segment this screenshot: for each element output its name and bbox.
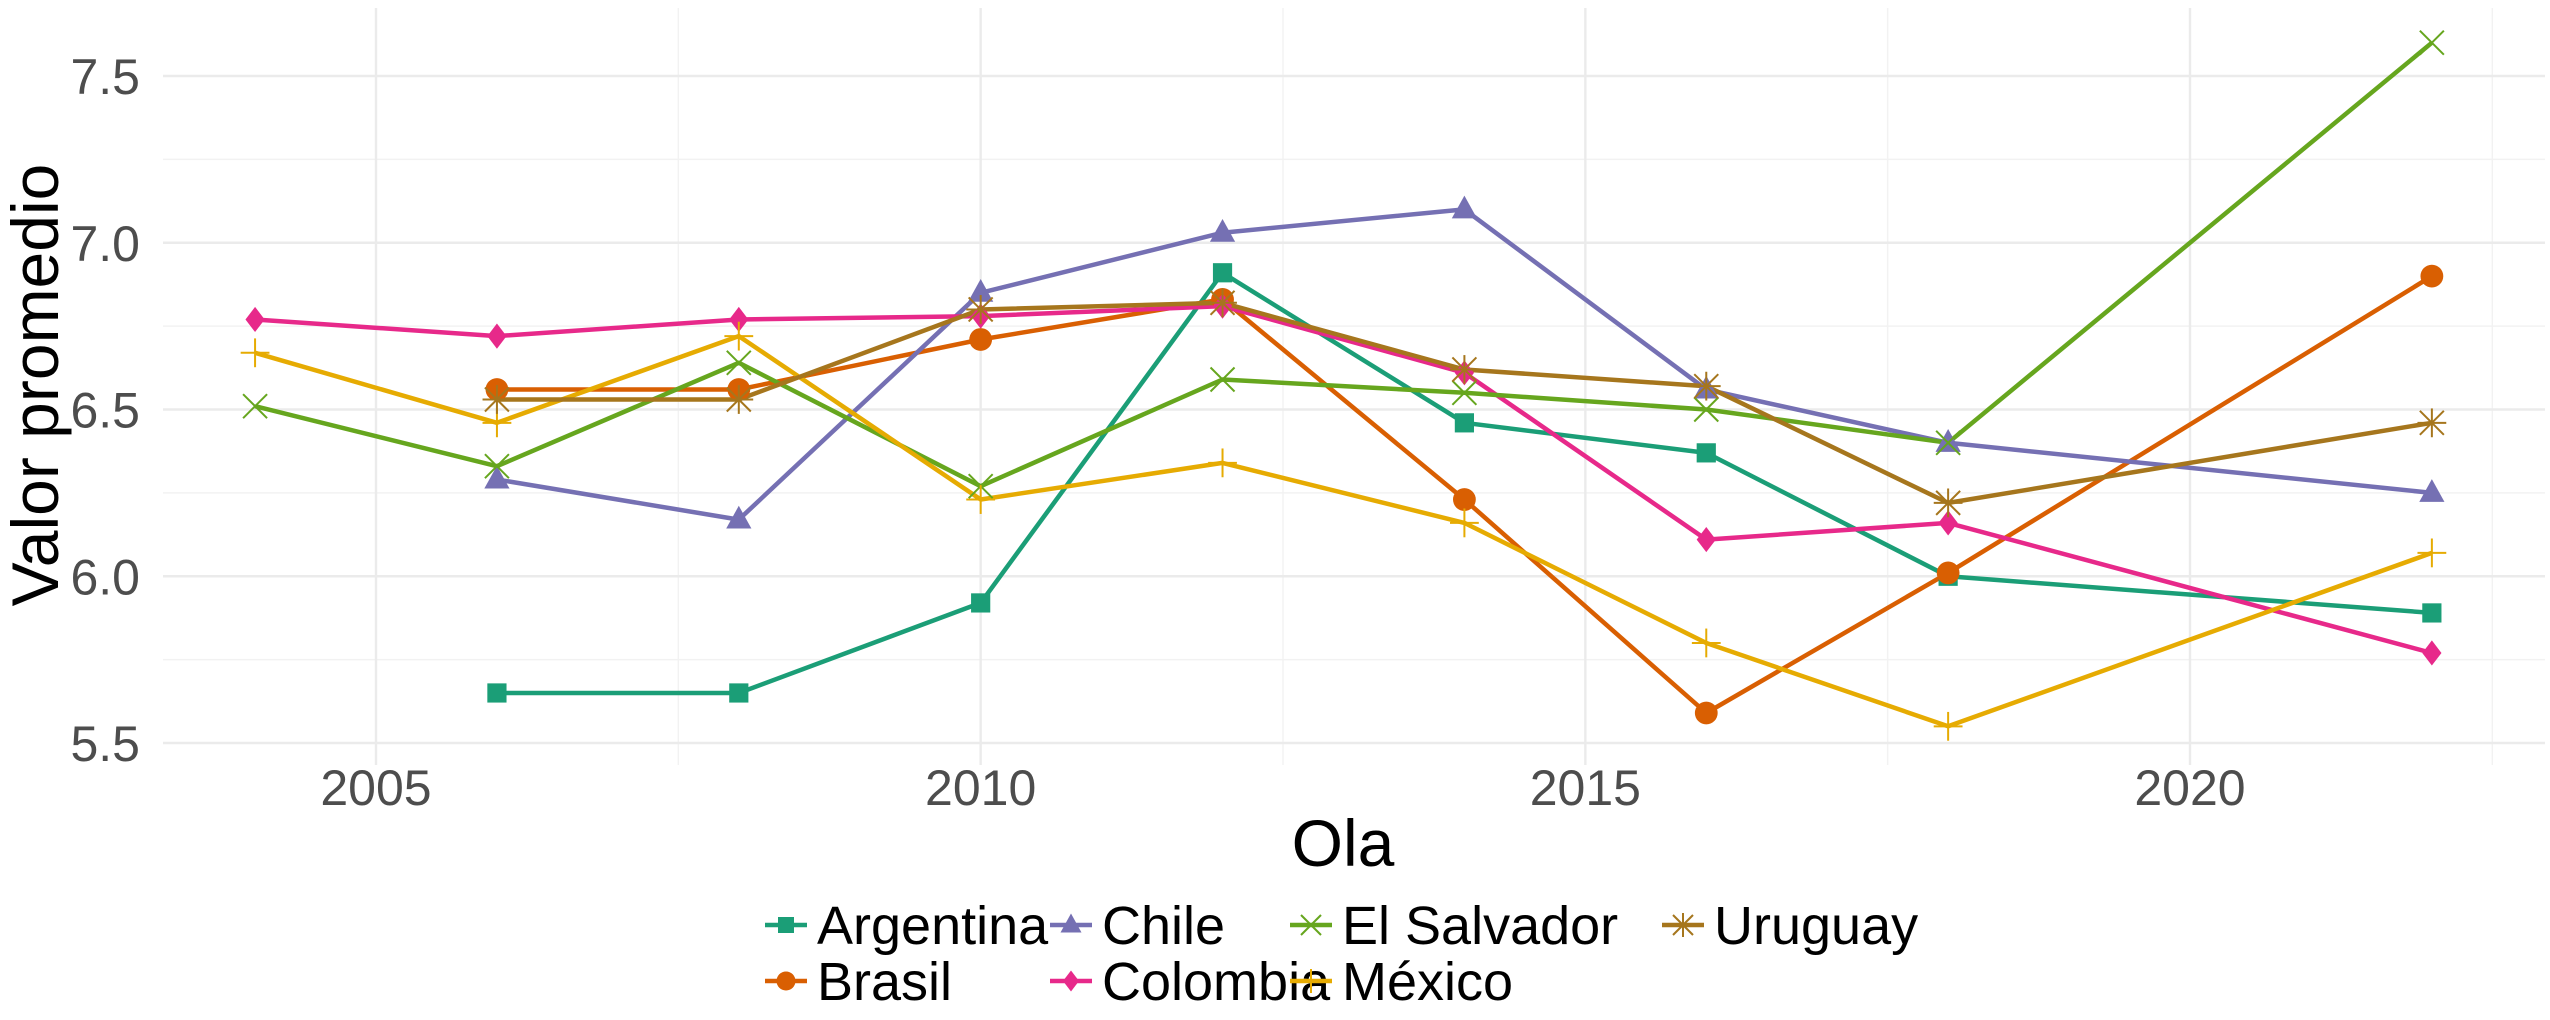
legend-item-mexico: México: [1290, 952, 1513, 1012]
data-point-brasil: [1936, 561, 1960, 585]
legend-item-el-salvador: El Salvador: [1290, 896, 1618, 956]
data-point-el-salvador: [1209, 366, 1236, 393]
data-point-brasil: [1694, 701, 1718, 725]
series-points-mexico: [240, 321, 2447, 741]
data-point-colombia: [1938, 510, 1958, 536]
data-point-argentina: [971, 593, 991, 613]
legend-item-colombia: Colombia: [1050, 952, 1331, 1012]
legend-item-chile: Chile: [1050, 896, 1225, 956]
legend-key-marker-mexico: [1299, 969, 1323, 993]
legend-label-brasil: Brasil: [817, 952, 952, 1012]
data-point-chile: [968, 278, 994, 302]
series-line-el-salvador: [254, 40, 2434, 489]
data-point-mexico: [1691, 628, 1721, 658]
y-tick-label: 6.0: [70, 549, 140, 605]
data-point-colombia: [2422, 640, 2442, 666]
legend-label-el-salvador: El Salvador: [1342, 896, 1618, 956]
data-point-uruguay: [1450, 355, 1479, 384]
data-point-mexico: [2417, 538, 2447, 568]
data-point-mexico: [724, 321, 754, 351]
data-point-el-salvador: [1935, 430, 1961, 456]
data-point-brasil: [2420, 264, 2444, 288]
data-point-el-salvador: [1451, 380, 1478, 406]
series-points: [240, 29, 2447, 741]
series-line-argentina: [496, 270, 2433, 696]
data-point-uruguay: [724, 385, 754, 414]
legend-label-chile: Chile: [1102, 896, 1225, 956]
data-point-chile: [484, 465, 510, 489]
data-point-brasil: [1453, 488, 1476, 511]
legend-key-marker-chile: [1060, 913, 1082, 933]
series-points-el-salvador: [242, 29, 2445, 499]
legend-item-brasil: Brasil: [765, 952, 952, 1012]
y-tick-label: 7.5: [70, 49, 140, 105]
data-point-argentina: [487, 683, 507, 703]
series-line-uruguay: [496, 300, 2433, 506]
data-point-el-salvador: [1693, 396, 1719, 423]
data-point-uruguay: [482, 385, 512, 414]
legend-item-argentina: Argentina: [765, 896, 1049, 956]
data-point-argentina: [729, 683, 749, 703]
series-points-uruguay: [482, 288, 2447, 518]
legend-key-marker-colombia: [1063, 970, 1079, 992]
data-point-uruguay: [2417, 408, 2447, 438]
legend: Argentina Chile El Salvador Uruguay Brasil Co…: [765, 896, 1918, 1012]
x-axis-tick-labels: 2005 2010 2015 2020: [320, 760, 2245, 816]
data-point-chile: [1935, 429, 1961, 452]
data-point-mexico: [1933, 711, 1963, 741]
data-point-mexico: [1208, 448, 1237, 478]
legend-key-marker-uruguay: [1671, 913, 1695, 937]
data-point-el-salvador: [484, 453, 510, 479]
data-point-mexico: [966, 485, 996, 514]
legend-label-uruguay: Uruguay: [1714, 896, 1918, 956]
y-tick-label: 6.5: [70, 383, 140, 439]
data-point-mexico: [1450, 508, 1479, 538]
data-point-mexico: [240, 338, 270, 368]
data-point-chile: [1209, 218, 1236, 242]
legend-key-marker-argentina: [778, 917, 794, 933]
data-point-colombia: [1696, 526, 1716, 553]
data-point-argentina: [2422, 603, 2442, 623]
x-tick-label: 2005: [320, 760, 431, 816]
series-lines: [254, 40, 2434, 729]
data-point-chile: [1451, 195, 1477, 219]
legend-item-uruguay: Uruguay: [1662, 896, 1918, 956]
data-point-chile: [2419, 479, 2445, 502]
data-point-uruguay: [1691, 371, 1721, 401]
data-point-argentina: [1454, 413, 1474, 433]
legend-key-marker-brasil: [776, 971, 796, 991]
data-point-colombia: [729, 306, 749, 333]
x-axis-title: Ola: [1292, 806, 1395, 880]
x-tick-label: 2015: [1530, 760, 1641, 816]
series-line-chile: [496, 207, 2433, 522]
data-point-el-salvador: [242, 393, 268, 419]
data-point-brasil: [969, 328, 993, 351]
data-point-argentina: [1212, 263, 1233, 283]
data-point-colombia: [487, 323, 507, 349]
x-tick-label: 2010: [925, 760, 1036, 816]
y-axis-tick-labels: 5.5 6.0 6.5 7.0 7.5: [70, 49, 140, 772]
data-point-uruguay: [966, 295, 996, 324]
y-tick-label: 7.0: [70, 216, 140, 272]
x-tick-label: 2020: [2134, 760, 2245, 816]
series-line-mexico: [254, 333, 2433, 729]
data-point-colombia: [245, 306, 265, 333]
data-point-chile: [726, 505, 752, 529]
legend-label-argentina: Argentina: [817, 896, 1049, 956]
y-axis-title: Valor promedio: [0, 164, 72, 607]
series-line-colombia: [254, 303, 2433, 656]
legend-label-mexico: México: [1342, 952, 1513, 1012]
data-point-el-salvador: [726, 350, 752, 376]
data-point-el-salvador: [2419, 29, 2445, 56]
legend-key-marker-el-salvador: [1300, 914, 1322, 936]
data-point-uruguay: [1208, 288, 1237, 318]
y-tick-label: 5.5: [70, 716, 140, 772]
data-point-argentina: [1696, 443, 1716, 463]
data-point-uruguay: [1933, 488, 1963, 518]
